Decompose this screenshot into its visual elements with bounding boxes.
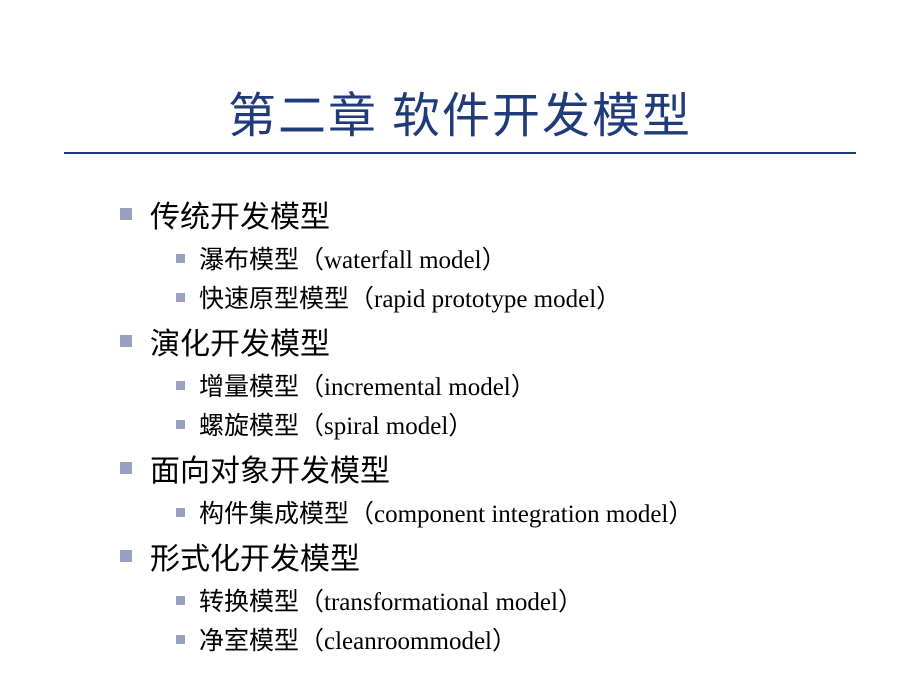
l2-label: 增量模型（incremental model） (199, 367, 536, 403)
list-item: 面向对象开发模型 (120, 446, 920, 490)
square-bullet-icon (176, 293, 185, 302)
l2-label: 转换模型（transformational model） (199, 582, 583, 618)
square-bullet-icon (120, 550, 132, 562)
l2-label: 螺旋模型（spiral model） (199, 406, 473, 442)
list-item: 构件集成模型（component integration model） (176, 494, 920, 530)
list-item: 快速原型模型（rapid prototype model） (176, 279, 920, 315)
list-item: 传统开发模型 (120, 192, 920, 236)
square-bullet-icon (176, 635, 185, 644)
square-bullet-icon (176, 420, 185, 429)
square-bullet-icon (176, 508, 185, 517)
list-item: 螺旋模型（spiral model） (176, 406, 920, 442)
list-item: 瀑布模型（waterfall model） (176, 240, 920, 276)
l1-label: 形式化开发模型 (150, 534, 360, 578)
content-area: 传统开发模型 瀑布模型（waterfall model） 快速原型模型（rapi… (0, 166, 920, 657)
square-bullet-icon (176, 254, 185, 263)
slide-title: 第二章 软件开发模型 (0, 76, 920, 146)
list-item: 转换模型（transformational model） (176, 582, 920, 618)
list-item: 净室模型（cleanroommodel） (176, 621, 920, 657)
square-bullet-icon (176, 596, 185, 605)
list-item: 增量模型（incremental model） (176, 367, 920, 403)
l2-label: 净室模型（cleanroommodel） (199, 621, 517, 657)
title-wrap: 第二章 软件开发模型 (0, 0, 920, 166)
list-item: 演化开发模型 (120, 319, 920, 363)
l1-label: 传统开发模型 (150, 192, 330, 236)
l2-label: 瀑布模型（waterfall model） (199, 240, 507, 276)
l2-label: 快速原型模型（rapid prototype model） (199, 279, 621, 315)
square-bullet-icon (120, 208, 132, 220)
l2-label: 构件集成模型（component integration model） (199, 494, 693, 530)
list-item: 形式化开发模型 (120, 534, 920, 578)
l1-label: 面向对象开发模型 (150, 446, 390, 490)
square-bullet-icon (176, 381, 185, 390)
square-bullet-icon (120, 462, 132, 474)
square-bullet-icon (120, 335, 132, 347)
slide: 第二章 软件开发模型 传统开发模型 瀑布模型（waterfall model） … (0, 0, 920, 690)
title-underline (64, 152, 856, 154)
l1-label: 演化开发模型 (150, 319, 330, 363)
